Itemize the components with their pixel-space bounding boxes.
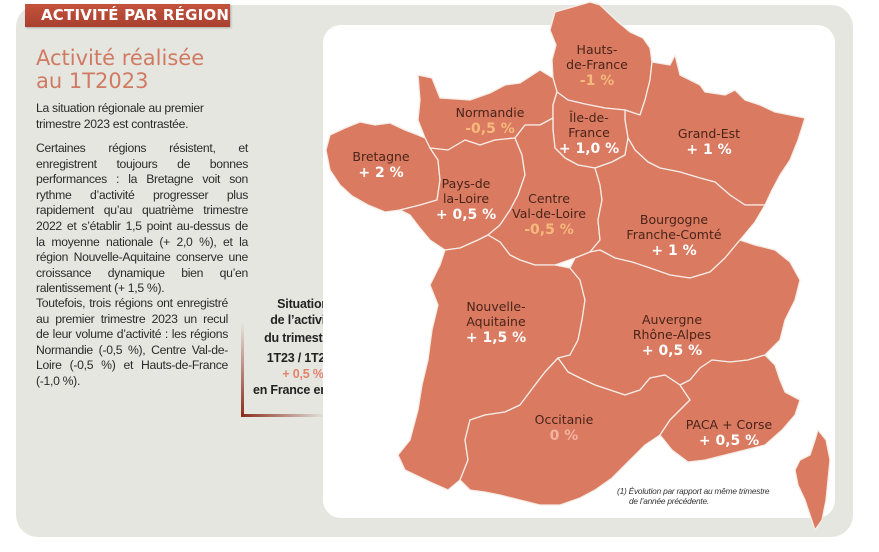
footnote-line1: (1) Évolution par rapport au même trimes… (617, 486, 770, 496)
callout-line4: 1T23 / 1T22 : (266, 351, 340, 365)
paragraph-intro: La situation régionale au premier trimes… (36, 101, 204, 131)
value-hauts-de-france: -1 % (579, 73, 615, 89)
value-bourgogne-franche-comte: + 1 % (651, 243, 697, 259)
section-header: ACTIVITÉ PAR RÉGION (25, 4, 230, 27)
label-nouvelle-aquitaine: Nouvelle- Aquitaine + 1,5 % (465, 299, 527, 346)
callout-national-value: + 0,5 % (282, 367, 324, 381)
value-normandie: -0,5 % (465, 121, 515, 137)
label-auvergne-rhone-alpes: Auvergne Rhône-Alpes + 0,5 % (632, 312, 712, 359)
subtitle-line2: au 1T2023 (36, 69, 149, 93)
label-normandie: Normandie -0,5 % (455, 105, 525, 137)
subtitle-line1: Activité réalisée (36, 46, 205, 70)
label-bretagne: Bretagne + 2 % (352, 149, 410, 181)
value-grand-est: + 1 % (686, 142, 732, 158)
value-pays-de-la-loire: + 0,5 % (435, 207, 497, 223)
value-auvergne-rhone-alpes: + 0,5 % (641, 343, 703, 359)
footnote: (1) Évolution par rapport au même trimes… (617, 486, 817, 506)
label-hauts-de-france: Hauts- de-France -1 % (566, 42, 628, 89)
paragraph-resilient-regions: Certaines régions résistent, et enregist… (36, 141, 248, 296)
label-grand-est: Grand-Est + 1 % (677, 126, 741, 158)
label-centre-val-de-loire: Centre Val-de-Loire -0,5 % (512, 191, 586, 238)
label-paca-corse: PACA + Corse + 0,5 % (685, 417, 773, 449)
callout-line1: Situation (277, 297, 329, 311)
value-occitanie: 0 % (549, 428, 579, 444)
label-bourgogne-franche-comte: Bourgogne Franche-Comté + 1 % (626, 212, 722, 259)
value-centre-val-de-loire: -0,5 % (524, 222, 574, 238)
label-occitanie: Occitanie 0 % (534, 412, 594, 444)
callout-bracket-vertical (241, 322, 244, 417)
callout-line2: de l’activité (270, 313, 336, 327)
value-nouvelle-aquitaine: + 1,5 % (465, 330, 527, 346)
subtitle: Activité réalisée au 1T2023 (36, 47, 296, 93)
region-paca[interactable] (659, 354, 801, 463)
paragraph-declining-regions: Toutefois, trois régions ont enregistré … (36, 296, 228, 388)
value-ile-de-france: + 1,0 % (558, 141, 620, 157)
footnote-line2: de l’année précédente. (629, 496, 710, 506)
region-corse[interactable] (794, 429, 831, 531)
label-pays-de-la-loire: Pays-de la-Loire + 0,5 % (435, 176, 497, 223)
value-paca-corse: + 0,5 % (698, 433, 760, 449)
label-ile-de-france: Île-de- France + 1,0 % (558, 110, 620, 157)
value-bretagne: + 2 % (358, 165, 404, 181)
callout-bracket-horizontal (241, 414, 326, 417)
